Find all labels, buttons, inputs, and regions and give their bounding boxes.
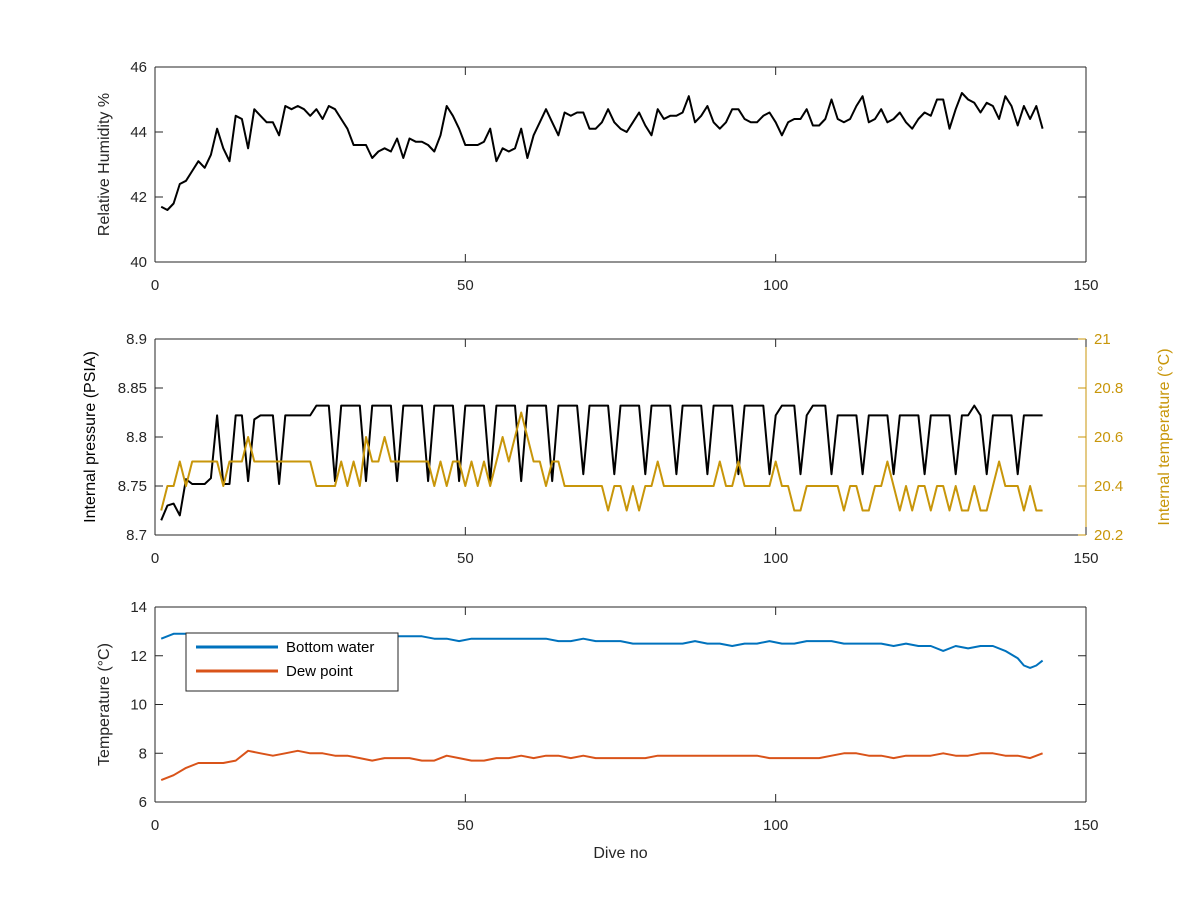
- x-tick-label: 100: [763, 550, 788, 567]
- y-tick-label: 14: [130, 599, 147, 616]
- y-tick-label: 46: [130, 59, 147, 76]
- legend-box: [185, 632, 399, 692]
- y-tick-label: 10: [130, 697, 147, 714]
- x-tick-label: 50: [457, 277, 474, 294]
- y-tick-label: 40: [130, 254, 147, 271]
- y-right-tick-label: 20.2: [1094, 527, 1123, 544]
- y-tick-label: 44: [130, 124, 147, 141]
- y-axis-label: Internal pressure (PSIA): [82, 351, 99, 523]
- subplot-2: 0 50 100 150 8.7 8.75 8.8 8.85 8.9 20.2 20.4 20.6 20…: [82, 331, 1173, 567]
- x-axis-label: Dive no: [593, 845, 647, 862]
- x-tick-label: 150: [1073, 817, 1098, 834]
- x-tick-label: 50: [457, 817, 474, 834]
- y-tick-label: 6: [139, 794, 147, 811]
- y-axis-label: Relative Humidity %: [96, 93, 113, 236]
- x-tick-label: 0: [151, 550, 159, 567]
- x-tick-label: 150: [1073, 550, 1098, 567]
- y-tick-label: 42: [130, 189, 147, 206]
- x-tick-label: 150: [1073, 277, 1098, 294]
- y-right-tick-label: 20.6: [1094, 429, 1123, 446]
- series-line-1: [160, 404, 1043, 521]
- x-tick-label: 0: [151, 277, 159, 294]
- x-tick-label: 50: [457, 550, 474, 567]
- y-tick-label: 8.75: [118, 478, 147, 495]
- y-tick-label: 8.9: [126, 331, 147, 348]
- y-axis-label: Temperature (°C): [96, 643, 113, 766]
- y-right-tick-label: 20.8: [1094, 380, 1123, 397]
- series-line-2: [160, 411, 1043, 512]
- x-tick-label: 100: [763, 277, 788, 294]
- y-axis-label-right: Internal temperature (°C): [1156, 348, 1173, 525]
- legend-label: Dew point: [286, 663, 354, 680]
- y-tick-label: 8.8: [126, 429, 147, 446]
- legend-label: Bottom water: [286, 639, 374, 656]
- y-tick-label: 8: [139, 745, 147, 762]
- y-right-tick-label: 20.4: [1094, 478, 1123, 495]
- x-tick-label: 0: [151, 817, 159, 834]
- y-tick-label: 12: [130, 648, 147, 665]
- legend: Bottom water Dew point: [185, 632, 399, 692]
- series-line-dew-point: [160, 749, 1043, 782]
- y-tick-label: 8.7: [126, 527, 147, 544]
- y-tick-label: 8.85: [118, 380, 147, 397]
- subplot-3: 0 50 100 150 6 8 10 12 14 Temperature (°C) Dive no…: [96, 599, 1099, 862]
- subplot-1: 0 50 100 150 40 42 44 46 Relative Humidity %: [96, 59, 1099, 294]
- series-line-1: [160, 92, 1044, 211]
- y-right-tick-label: 21: [1094, 331, 1111, 348]
- x-tick-label: 100: [763, 817, 788, 834]
